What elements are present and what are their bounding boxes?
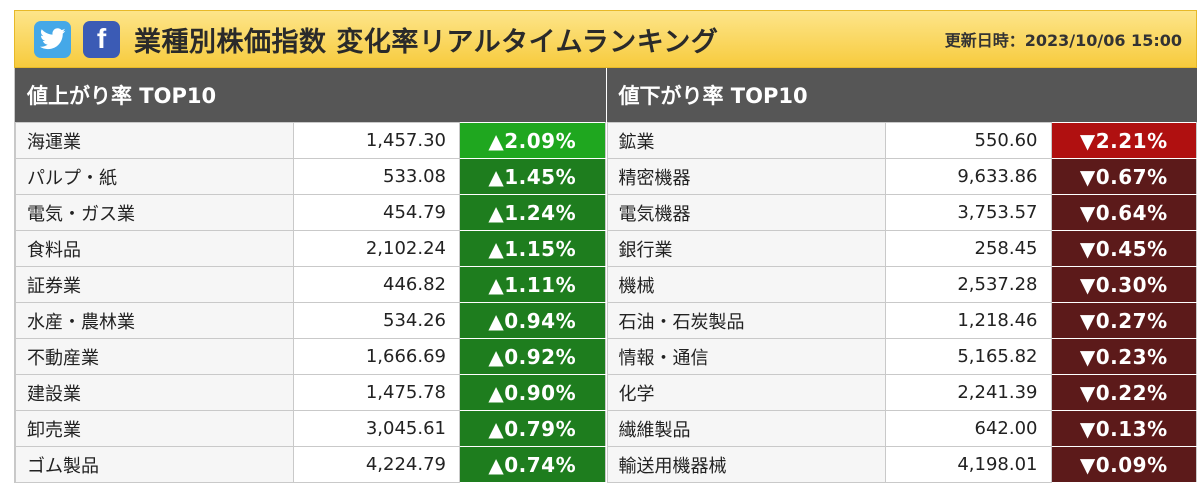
page-title: 業種別株価指数 変化率リアルタイムランキング [134,26,719,58]
sector-name: パルプ・紙 [15,158,294,195]
change-rate: ▼0.13% [1050,410,1197,447]
updated-timestamp: 更新日時：2023/10/06 15:00 [944,31,1182,50]
change-rate: ▲0.79% [459,410,606,447]
index-value: 550.60 [884,122,1052,159]
sector-name: 卸売業 [15,410,294,447]
sector-name: 繊維製品 [606,410,886,447]
table-row: 繊維製品 642.00 ▼0.13% [606,410,1197,447]
ranking-widget: f 業種別株価指数 変化率リアルタイムランキング 更新日時：2023/10/06… [14,10,1197,484]
table-row: 食料品 2,102.24 ▲1.15% [15,230,606,267]
table-row: 建設業 1,475.78 ▲0.90% [15,374,606,411]
sector-name: 不動産業 [15,338,294,375]
sector-name: 化学 [606,374,886,411]
sector-name: 機械 [606,266,886,303]
index-value: 1,218.46 [884,302,1052,339]
sector-name: 情報・通信 [606,338,886,375]
change-rate: ▼0.27% [1050,302,1197,339]
index-value: 533.08 [293,158,460,195]
index-value: 534.26 [293,302,460,339]
change-rate: ▲2.09% [459,122,606,159]
index-value: 1,475.78 [293,374,460,411]
sector-name: 証券業 [15,266,294,303]
sector-name: 輸送用機器械 [606,446,886,483]
change-rate: ▼0.09% [1050,446,1197,483]
index-value: 9,633.86 [884,158,1052,195]
change-rate: ▲0.74% [459,446,606,483]
sector-name: 精密機器 [606,158,886,195]
losers-panel: 値下がり率 TOP10 鉱業 550.60 ▼2.21% 精密機器 9,633.86 ▼0… [605,68,1198,483]
table-row: 精密機器 9,633.86 ▼0.67% [606,158,1197,195]
table-row: 鉱業 550.60 ▼2.21% [606,122,1197,159]
table-row: 輸送用機器械 4,198.01 ▼0.09% [606,446,1197,483]
sector-name: 銀行業 [606,230,886,267]
twitter-share-button[interactable] [34,20,71,58]
sector-name: ゴム製品 [15,446,294,483]
index-value: 446.82 [293,266,460,303]
change-rate: ▼0.23% [1050,338,1197,375]
sector-name: 水産・農林業 [15,302,294,339]
table-row: 水産・農林業 534.26 ▲0.94% [15,302,606,339]
table-row: ゴム製品 4,224.79 ▲0.74% [15,446,606,483]
index-value: 258.45 [884,230,1052,267]
table-row: 証券業 446.82 ▲1.11% [15,266,606,303]
twitter-bird-icon [39,28,66,50]
table-row: 銀行業 258.45 ▼0.45% [606,230,1197,267]
change-rate: ▼0.64% [1050,194,1197,231]
change-rate: ▲0.90% [459,374,606,411]
change-rate: ▲1.15% [459,230,606,267]
facebook-f-icon: f [96,23,107,54]
gainers-heading: 値上がり率 TOP10 [15,68,606,122]
index-value: 1,666.69 [293,338,460,375]
table-row: 化学 2,241.39 ▼0.22% [606,374,1197,411]
losers-heading: 値下がり率 TOP10 [606,68,1197,122]
table-row: 電気機器 3,753.57 ▼0.64% [606,194,1197,231]
table-row: 海運業 1,457.30 ▲2.09% [15,122,606,159]
losers-table: 鉱業 550.60 ▼2.21% 精密機器 9,633.86 ▼0.67% 電気機器 3,75… [606,122,1198,483]
table-row: 機械 2,537.28 ▼0.30% [606,266,1197,303]
change-rate: ▼0.45% [1050,230,1197,267]
change-rate: ▼2.21% [1050,122,1197,159]
sector-name: 石油・石炭製品 [606,302,886,339]
facebook-share-button[interactable]: f [83,20,120,58]
change-rate: ▲1.11% [459,266,606,303]
table-row: パルプ・紙 533.08 ▲1.45% [15,158,606,195]
index-value: 3,045.61 [293,410,460,447]
index-value: 4,224.79 [293,446,460,483]
table-row: 卸売業 3,045.61 ▲0.79% [15,410,606,447]
change-rate: ▲0.92% [459,338,606,375]
index-value: 454.79 [293,194,460,231]
change-rate: ▼0.30% [1050,266,1197,303]
gainers-panel: 値上がり率 TOP10 海運業 1,457.30 ▲2.09% パルプ・紙 533.08… [15,68,606,483]
table-row: 石油・石炭製品 1,218.46 ▼0.27% [606,302,1197,339]
index-value: 2,241.39 [884,374,1052,411]
table-row: 情報・通信 5,165.82 ▼0.23% [606,338,1197,375]
index-value: 1,457.30 [293,122,460,159]
change-rate: ▼0.22% [1050,374,1197,411]
index-value: 5,165.82 [884,338,1052,375]
sector-name: 電気・ガス業 [15,194,294,231]
index-value: 642.00 [884,410,1052,447]
index-value: 2,102.24 [293,230,460,267]
sector-name: 食料品 [15,230,294,267]
sector-name: 建設業 [15,374,294,411]
header-bar: f 業種別株価指数 変化率リアルタイムランキング 更新日時：2023/10/06… [14,10,1197,68]
change-rate: ▼0.67% [1050,158,1197,195]
change-rate: ▲1.45% [459,158,606,195]
gainers-table: 海運業 1,457.30 ▲2.09% パルプ・紙 533.08 ▲1.45% 電気・ガス業… [15,122,606,483]
index-value: 2,537.28 [884,266,1052,303]
sector-name: 鉱業 [606,122,886,159]
change-rate: ▲0.94% [459,302,606,339]
table-row: 電気・ガス業 454.79 ▲1.24% [15,194,606,231]
sector-name: 海運業 [15,122,294,159]
index-value: 4,198.01 [884,446,1052,483]
table-row: 不動産業 1,666.69 ▲0.92% [15,338,606,375]
index-value: 3,753.57 [884,194,1052,231]
sector-name: 電気機器 [606,194,886,231]
change-rate: ▲1.24% [459,194,606,231]
